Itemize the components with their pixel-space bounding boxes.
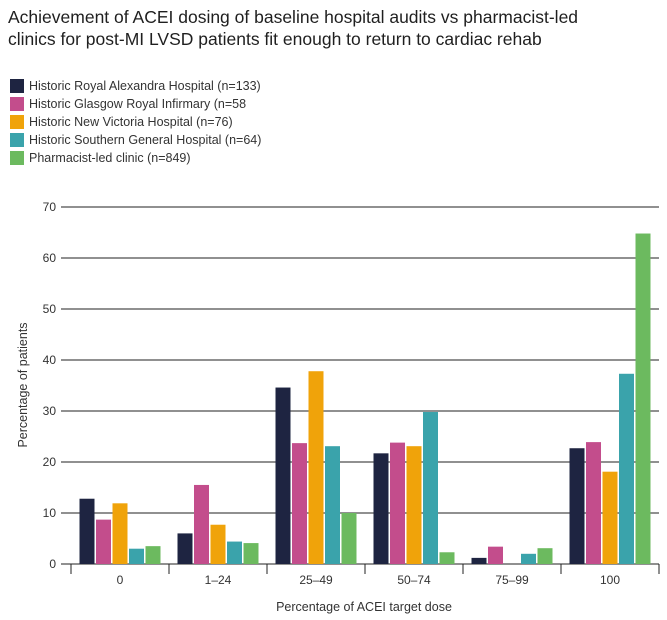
legend-swatch [10, 133, 24, 147]
y-axis-label: Percentage of patients [16, 322, 30, 447]
bar [308, 371, 324, 564]
bar [194, 484, 209, 564]
x-axis: 0 1–24 25–49 50–74 75–99 100 [70, 564, 660, 587]
bar [145, 546, 161, 564]
chart-legend: Historic Royal Alexandra Hospital (n=133… [10, 77, 261, 167]
chart-title: Achievement of ACEI dosing of baseline h… [8, 6, 658, 50]
bar [586, 442, 601, 564]
chart-title-line-2: clinics for post-MI LVSD patients fit en… [8, 29, 542, 49]
x-tick-label: 100 [600, 573, 620, 587]
legend-swatch [10, 97, 24, 111]
legend-item: Historic Southern General Hospital (n=64… [10, 131, 261, 149]
bar [243, 543, 259, 564]
x-tick-label: 50–74 [397, 573, 431, 587]
y-tick-label: 20 [43, 455, 57, 469]
bar [177, 533, 193, 564]
x-tick-label: 0 [117, 573, 124, 587]
x-tick-label: 75–99 [495, 573, 529, 587]
bar [488, 546, 503, 564]
y-tick-label: 40 [43, 353, 57, 367]
x-axis-label: Percentage of ACEI target dose [276, 600, 452, 614]
bar [635, 233, 651, 564]
legend-label: Historic Royal Alexandra Hospital (n=133… [29, 79, 261, 93]
bar [373, 453, 389, 564]
y-tick-label: 10 [43, 506, 57, 520]
bar [227, 541, 242, 564]
y-tick-label: 50 [43, 302, 57, 316]
bar [537, 548, 553, 564]
y-tick-label: 70 [43, 200, 57, 214]
legend-label: Historic New Victoria Hospital (n=76) [29, 115, 233, 129]
legend-item: Historic New Victoria Hospital (n=76) [10, 113, 261, 131]
bar [471, 557, 487, 564]
bar [406, 446, 422, 564]
legend-swatch [10, 115, 24, 129]
bar [341, 513, 357, 564]
bar [390, 442, 405, 564]
legend-item: Historic Royal Alexandra Hospital (n=133… [10, 77, 261, 95]
legend-label: Historic Southern General Hospital (n=64… [29, 133, 262, 147]
y-axis: 0 10 20 30 40 50 60 70 [43, 200, 57, 571]
bars [79, 233, 651, 564]
bar [275, 387, 291, 564]
bar [602, 471, 618, 564]
gridlines [61, 206, 659, 565]
x-tick-label: 1–24 [205, 573, 232, 587]
legend-item: Historic Glasgow Royal Infirmary (n=58 [10, 95, 261, 113]
bar [96, 519, 111, 564]
bar [423, 412, 438, 564]
bar [325, 446, 340, 564]
legend-label: Historic Glasgow Royal Infirmary (n=58 [29, 97, 247, 111]
y-tick-label: 30 [43, 404, 57, 418]
y-tick-label: 0 [49, 557, 56, 571]
bar [129, 548, 144, 564]
legend-label: Pharmacist-led clinic (n=849) [29, 151, 191, 165]
legend-swatch [10, 79, 24, 93]
bar [292, 443, 307, 564]
bar [79, 498, 95, 564]
x-tick-label: 25–49 [299, 573, 333, 587]
bar [112, 503, 128, 564]
bar [439, 552, 455, 564]
chart-title-line-1: Achievement of ACEI dosing of baseline h… [8, 7, 579, 27]
bar [210, 524, 226, 564]
bar [619, 373, 634, 564]
legend-swatch [10, 151, 24, 165]
legend-item: Pharmacist-led clinic (n=849) [10, 149, 261, 167]
bar [569, 448, 585, 564]
bar [521, 553, 536, 564]
y-tick-label: 60 [43, 251, 57, 265]
